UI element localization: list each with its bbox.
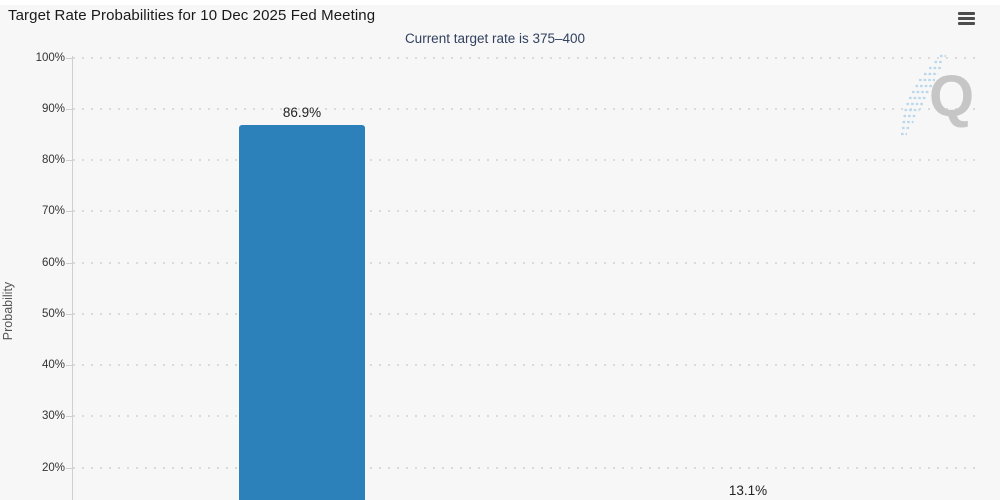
y-axis-tick-label: 50% — [41, 307, 65, 320]
watermark-q-letter: Q — [929, 64, 975, 129]
y-axis-tick — [66, 57, 72, 59]
y-axis-tick — [66, 365, 72, 366]
gridline — [73, 210, 978, 213]
gridline — [73, 312, 978, 315]
bar-data-label: 86.9% — [282, 104, 322, 120]
top-divider — [0, 0, 1000, 5]
y-axis-tick — [66, 108, 72, 110]
hamburger-menu-icon[interactable] — [953, 8, 979, 28]
y-axis-tick — [66, 416, 72, 418]
hamburger-bar — [957, 11, 975, 15]
y-axis-tick — [66, 313, 72, 315]
chart-subtitle: Current target rate is 375–400 — [404, 31, 586, 46]
y-axis-tick-label: 20% — [41, 461, 65, 474]
y-axis-tick — [66, 160, 72, 161]
gridline — [73, 466, 978, 469]
y-axis-tick-label: 40% — [41, 359, 65, 371]
y-axis-tick-label: 70% — [41, 205, 65, 218]
y-axis-tick — [66, 262, 72, 264]
y-axis-tick-label: 30% — [41, 410, 65, 423]
gridline — [73, 261, 978, 264]
bar-data-label: 13.1% — [728, 482, 768, 498]
y-axis-title: Probability — [1, 281, 15, 341]
watermark-logo: Q — [893, 50, 988, 145]
y-axis-tick — [66, 467, 72, 469]
y-axis-tick-label: 90% — [41, 102, 65, 115]
chart-title: Target Rate Probabilities for 10 Dec 202… — [8, 7, 376, 24]
gridline — [73, 364, 978, 366]
y-axis-tick-label: 60% — [41, 256, 65, 269]
y-axis-tick-label: 80% — [41, 154, 65, 166]
watermark-swoosh-icon — [901, 54, 946, 136]
probability-bar[interactable] — [239, 124, 365, 500]
y-axis-tick — [66, 211, 72, 213]
gridline — [73, 107, 978, 110]
gridline — [73, 159, 978, 161]
hamburger-bar — [957, 16, 975, 20]
y-axis-tick-label: 100% — [35, 51, 65, 64]
gridline — [73, 415, 978, 418]
hamburger-bar — [957, 21, 975, 25]
gridline — [73, 56, 978, 59]
y-axis-line — [72, 56, 73, 500]
